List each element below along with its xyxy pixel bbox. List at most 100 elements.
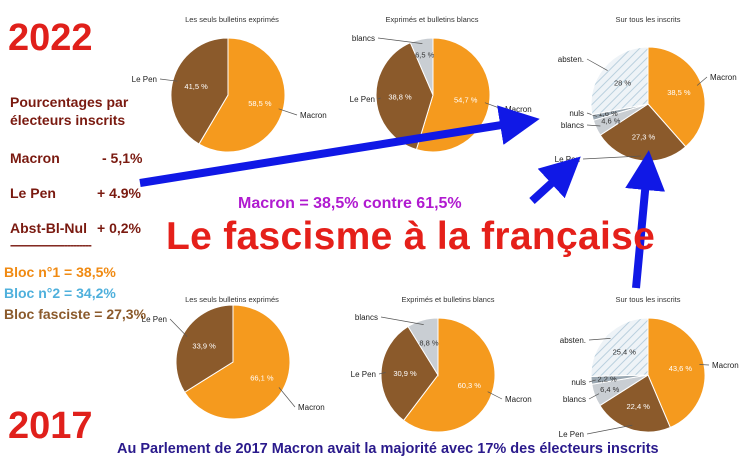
pie-title: Les seuls bulletins exprimés <box>185 15 279 24</box>
arrow-main <box>139 105 540 187</box>
side-separator: --------------------------- <box>10 238 92 252</box>
bloc-fasciste: Bloc fasciste = 27,3% <box>4 306 147 322</box>
arrow-small <box>529 156 581 204</box>
bloc-2: Bloc n°2 = 34,2% <box>4 285 116 301</box>
pie-leader-line <box>588 393 600 400</box>
side-row-abst-name: Abst-Bl-Nul <box>10 220 87 236</box>
pie-value-label-le-pen: 38,8 % <box>388 92 412 101</box>
bloc-1: Bloc n°1 = 38,5% <box>4 264 116 280</box>
pie-category-label-blancs: blancs <box>355 313 378 322</box>
versus-text: Macron = 38,5% contre 61,5% <box>238 195 462 212</box>
pie-category-label-absten: absten. <box>560 336 586 345</box>
pie-title: Sur tous les inscrits <box>615 15 680 24</box>
year-2017: 2017 <box>8 405 93 447</box>
pie-leader-line <box>378 372 386 375</box>
pie-value-label-macron: 43,6 % <box>669 364 693 373</box>
side-row-abst-change: + 0,2% <box>97 220 141 236</box>
pie-category-label-macron: Macron <box>710 73 737 82</box>
pie-leader-line <box>278 387 296 408</box>
pie-leader-line <box>588 338 611 341</box>
headline: Le fascisme à la française <box>166 215 656 258</box>
pie-slice-le-pen <box>599 374 671 433</box>
pie-category-label-nuls: nuls <box>569 109 584 118</box>
pie-value-label-macron: 38,5 % <box>667 88 691 97</box>
pie-slice-le-pen <box>175 304 234 393</box>
side-row-macron-change: - 5,1% <box>102 150 143 166</box>
pie-category-label-macron: Macron <box>712 361 739 370</box>
pie-value-label-macron: 58,5 % <box>248 99 272 108</box>
pie-value-label-nuls: 2,2 % <box>598 374 618 383</box>
pie-slice-macron <box>647 46 706 148</box>
pie-leader-line <box>586 424 633 435</box>
pie-slice-macron <box>415 37 491 153</box>
pie-leader-line <box>699 364 710 366</box>
pie-chart-2017-2: Exprimés et bulletins blancs 60,3 % Macron… <box>351 295 532 433</box>
pie-title: Exprimés et bulletins blancs <box>386 15 479 24</box>
side-heading-line2: électeurs inscrits <box>10 112 126 128</box>
pie-category-label-macron: Macron <box>505 105 532 114</box>
pie-value-label-macron: 66,1 % <box>250 374 274 383</box>
pie-category-label-blancs: blancs <box>352 34 375 43</box>
pie-chart-2022-2: Exprimés et bulletins blancs 54,7 % Macron… <box>350 15 532 153</box>
pie-chart-2022-3: Sur tous les inscrits 38,5 % Macron 27,3 % L… <box>555 15 737 164</box>
pie-leader-line <box>487 391 503 400</box>
pie-value-label-nuls: 1,6 % <box>599 109 619 118</box>
pie-value-label-le-pen: 27,3 % <box>632 132 656 141</box>
pie-slice-absten <box>590 46 649 116</box>
pie-category-label-blancs: blancs <box>563 395 586 404</box>
pie-value-label-absten: 28 % <box>614 78 631 87</box>
pie-category-label-le-pen: Le Pen <box>555 155 580 164</box>
pie-value-label-le-pen: 22,4 % <box>627 402 651 411</box>
pie-value-label-le-pen: 41,5 % <box>184 82 208 91</box>
pie-value-label-blancs: 6,4 % <box>600 385 620 394</box>
side-row-lepen-name: Le Pen <box>10 185 56 201</box>
pie-slice-macron <box>402 317 496 433</box>
pie-slice-macron <box>183 304 291 420</box>
pie-value-label-le-pen: 33,9 % <box>192 342 216 351</box>
pie-leader-line <box>588 379 596 383</box>
pie-leader-line <box>169 318 188 337</box>
pie-chart-2017-3: Sur tous les inscrits 43,6 % Macron 22,4 % L… <box>559 295 739 439</box>
pie-title: Sur tous les inscrits <box>615 295 680 304</box>
pie-title: Exprimés et bulletins blancs <box>402 295 495 304</box>
year-2022: 2022 <box>8 17 93 59</box>
pie-chart-2017-1: Les seuls bulletins exprimés 66,1 % Macron… <box>142 295 325 420</box>
pie-leader-line <box>380 316 424 325</box>
pie-value-label-blancs: 4,6 % <box>601 117 621 126</box>
pie-slice-blancs <box>409 37 434 96</box>
pie-chart-2022-1: Les seuls bulletins exprimés 58,5 % Macron… <box>132 15 327 153</box>
pie-slice-absten <box>590 317 649 377</box>
footer-text: Au Parlement de 2017 Macron avait la maj… <box>117 441 659 457</box>
pie-value-label-le-pen: 30,9 % <box>393 369 417 378</box>
pie-leader-line <box>159 78 178 82</box>
pie-category-label-le-pen: Le Pen <box>559 430 584 439</box>
pie-category-label-le-pen: Le Pen <box>351 370 376 379</box>
arrows-layer <box>139 105 666 289</box>
pie-category-label-blancs: blancs <box>561 121 584 130</box>
pie-value-label-macron: 54,7 % <box>454 95 478 104</box>
pie-title: Les seuls bulletins exprimés <box>185 295 279 304</box>
pie-slice-macron <box>647 317 706 429</box>
pie-leader-line <box>377 37 423 44</box>
pie-slice-le-pen <box>380 325 439 422</box>
pie-category-label-macron: Macron <box>298 403 325 412</box>
pie-category-label-absten: absten. <box>558 55 584 64</box>
pie-leader-line <box>377 97 381 100</box>
pie-category-label-macron: Macron <box>505 395 532 404</box>
side-row-lepen-change: + 4.9% <box>97 185 141 201</box>
pie-value-label-absten: 25,4 % <box>613 347 637 356</box>
pie-value-label-macron: 60,3 % <box>458 381 482 390</box>
pie-slice-le-pen <box>170 37 229 145</box>
pie-leader-line <box>696 76 708 86</box>
pie-category-label-le-pen: Le Pen <box>132 75 157 84</box>
pie-value-label-blancs: 6,5 % <box>415 50 435 59</box>
pie-category-label-le-pen: Le Pen <box>350 95 375 104</box>
pie-category-label-macron: Macron <box>300 111 327 120</box>
pie-slice-blancs <box>407 317 439 377</box>
arrow-up <box>625 150 666 289</box>
pie-category-label-nuls: nuls <box>571 378 586 387</box>
pie-leader-line <box>586 58 608 71</box>
pie-leader-line <box>278 108 298 116</box>
pie-category-label-le-pen: Le Pen <box>142 315 167 324</box>
